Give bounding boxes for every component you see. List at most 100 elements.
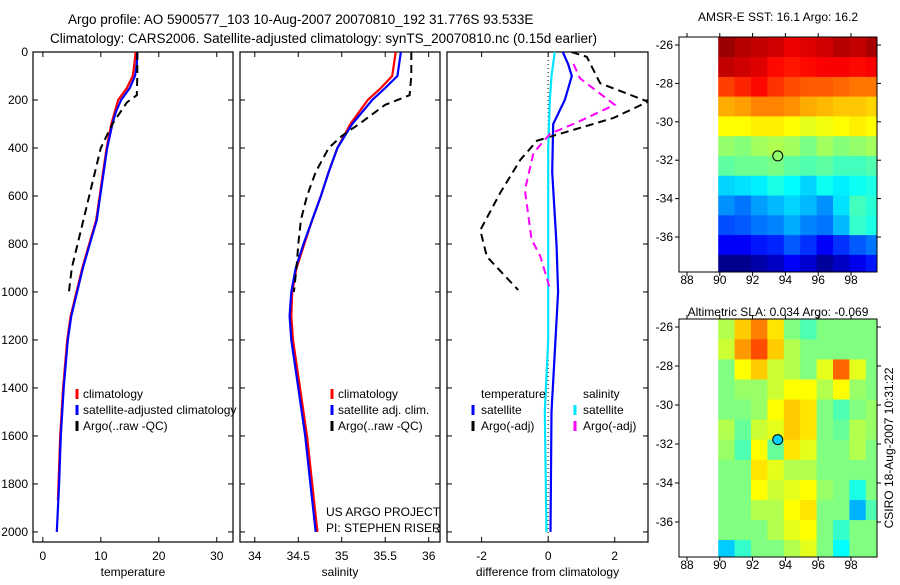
- heatmap-cell: [751, 96, 768, 117]
- series-line-salinity-argo-adj-: [523, 63, 617, 290]
- heatmap-cell: [783, 195, 801, 216]
- heatmap-cell: [783, 359, 801, 381]
- heatmap-cell: [783, 37, 801, 58]
- heatmap-cell: [833, 359, 850, 381]
- heatmap-cell: [767, 399, 785, 421]
- map-box: [678, 36, 878, 273]
- x-tick-label: 92: [746, 558, 760, 572]
- heatmap-cell: [767, 540, 785, 557]
- heatmap-cells: [718, 319, 877, 557]
- y-tick-label: -34: [656, 476, 674, 490]
- y-tick-label: -32: [656, 437, 674, 451]
- series-line-climatology: [56, 52, 137, 501]
- heatmap-cell: [751, 254, 768, 272]
- heatmap-cell: [800, 136, 818, 157]
- legend-label: climatology: [83, 387, 143, 401]
- heatmap-cell: [783, 319, 801, 340]
- heatmap-cell: [718, 520, 736, 541]
- heatmap-cell: [865, 235, 877, 256]
- x-tick-label: 96: [812, 273, 826, 287]
- heatmap-cell: [767, 96, 785, 117]
- legend-label: Argo(-adj): [583, 419, 636, 433]
- y-tick-label: 800: [8, 237, 28, 251]
- heatmap-cell: [833, 136, 850, 157]
- series-line-argo-raw-qc-: [67, 52, 139, 293]
- legend-header: temperature: [481, 387, 546, 401]
- heatmap-cell: [849, 156, 867, 177]
- heatmap-cell: [800, 359, 818, 381]
- heatmap-cell: [865, 459, 877, 481]
- heatmap-cell: [865, 439, 877, 461]
- figure-title-line2: Climatology: CARS2006. Satellite-adjuste…: [50, 31, 597, 46]
- heatmap-cell: [865, 540, 877, 557]
- heatmap-cell: [865, 359, 877, 381]
- heatmap-cell: [734, 439, 752, 461]
- heatmap-cell: [865, 175, 877, 197]
- heatmap-cell: [718, 96, 736, 117]
- heatmap-cell: [816, 195, 834, 216]
- panel-temperature: 0 10 20 30 0 200 400 600 800 1000 1200 1400 1600 1800…: [1, 45, 236, 579]
- y-tick-label: -30: [656, 398, 674, 412]
- heatmap-cell: [849, 116, 867, 137]
- heatmap-cell: [751, 57, 768, 78]
- x-tick-label: 90: [713, 558, 727, 572]
- heatmap-cell: [718, 195, 736, 216]
- x-tick-label: 34.5: [287, 549, 311, 563]
- heatmap-cell: [833, 57, 850, 78]
- heatmap-cell: [816, 319, 834, 340]
- heatmap-cell: [800, 215, 818, 236]
- heatmap-cell: [767, 439, 785, 461]
- heatmap-cell: [800, 399, 818, 421]
- heatmap-cell: [718, 419, 736, 441]
- heatmap-cell: [800, 339, 818, 360]
- x-tick-label: 0: [40, 549, 47, 563]
- heatmap-cell: [816, 57, 834, 78]
- heatmap-cell: [800, 175, 818, 197]
- heatmap-cell: [833, 540, 850, 557]
- series-line-satellite-adj-clim-: [288, 52, 402, 533]
- heatmap-cell: [816, 540, 834, 557]
- heatmap-cell: [734, 520, 752, 541]
- heatmap-cell: [783, 116, 801, 137]
- heatmap-cell: [734, 235, 752, 256]
- heatmap-cell: [865, 57, 877, 78]
- heatmap-cell: [767, 319, 785, 340]
- heatmap-cell: [734, 459, 752, 481]
- heatmap-cell: [816, 500, 834, 521]
- heatmap-cell: [849, 76, 867, 98]
- heatmap-cell: [718, 57, 736, 78]
- y-tick-label: 600: [8, 189, 28, 203]
- x-tick-label: 94: [779, 558, 793, 572]
- heatmap-cell: [849, 359, 867, 381]
- heatmap-cell: [833, 37, 850, 58]
- x-tick-label: 88: [680, 273, 694, 287]
- heatmap-cell: [751, 520, 768, 541]
- heatmap-cell: [800, 439, 818, 461]
- heatmap-cell: [816, 37, 834, 58]
- heatmap-cell: [816, 76, 834, 98]
- heatmap-cell: [833, 96, 850, 117]
- heatmap-cell: [734, 156, 752, 177]
- x-tick-label: 30: [210, 549, 224, 563]
- heatmap-cell: [865, 520, 877, 541]
- heatmap-cell: [800, 319, 818, 340]
- heatmap-cell: [800, 57, 818, 78]
- x-axis-label: difference from climatology: [476, 565, 619, 579]
- heatmap-cell: [800, 235, 818, 256]
- heatmap-cell: [833, 520, 850, 541]
- legend-label: Argo(..raw -QC): [83, 419, 168, 433]
- heatmap-cell: [783, 215, 801, 236]
- heatmap-cell: [833, 379, 850, 401]
- heatmap-cell: [751, 319, 768, 340]
- heatmap-cell: [833, 439, 850, 461]
- heatmap-cell: [718, 156, 736, 177]
- y-tick-label: 400: [8, 141, 28, 155]
- heatmap-cell: [767, 254, 785, 272]
- heatmap-cell: [816, 254, 834, 272]
- heatmap-cell: [816, 136, 834, 157]
- y-tick-label: 0: [21, 45, 28, 59]
- heatmap-cell: [718, 439, 736, 461]
- heatmap-cell: [734, 195, 752, 216]
- heatmap-cell: [849, 419, 867, 441]
